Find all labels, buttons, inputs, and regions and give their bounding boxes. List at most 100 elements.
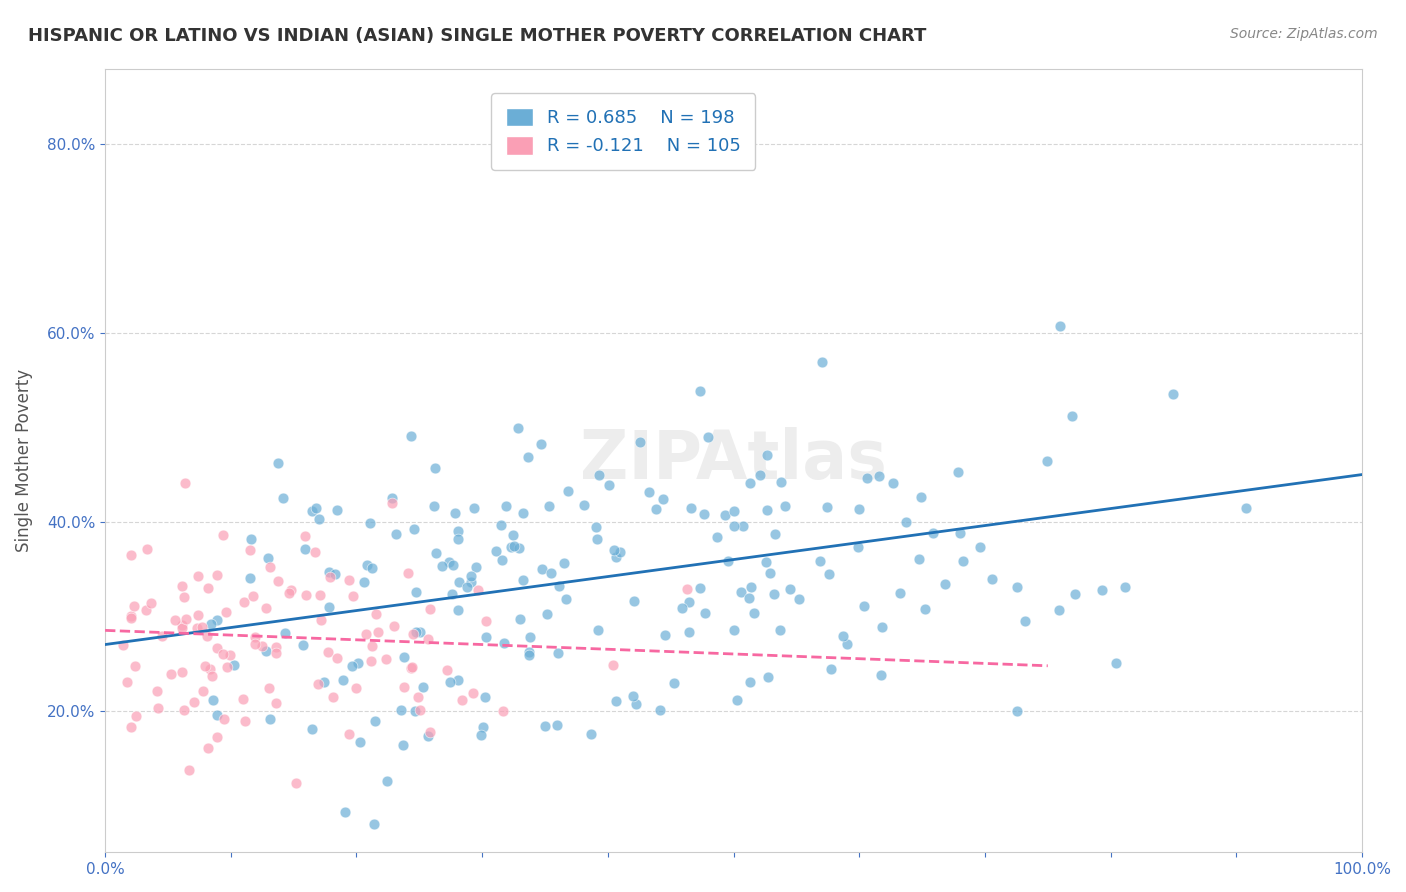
Point [723, 504, 745, 518]
Point [914, 602, 936, 616]
Point [502, 528, 524, 542]
Point [730, 585, 752, 599]
Point [503, 539, 526, 553]
Point [654, 628, 676, 642]
Point [755, 448, 778, 462]
Y-axis label: Single Mother Poverty: Single Mother Poverty [15, 368, 32, 552]
Point [855, 471, 877, 485]
Point [837, 637, 859, 651]
Point [381, 491, 404, 505]
Point [308, 512, 330, 526]
Point [419, 602, 441, 616]
Point [305, 501, 328, 516]
Point [436, 663, 458, 677]
Point [555, 592, 578, 607]
Point [170, 621, 193, 635]
Point [319, 570, 342, 584]
Point [120, 611, 142, 625]
Point [294, 529, 316, 543]
Point [120, 720, 142, 734]
Point [491, 553, 513, 567]
Point [239, 571, 262, 585]
Point [233, 595, 256, 609]
Point [623, 594, 645, 608]
Point [266, 574, 288, 588]
Point [233, 714, 256, 729]
Point [172, 579, 194, 593]
Point [375, 652, 398, 666]
Point [363, 817, 385, 831]
Point [194, 659, 217, 673]
Point [382, 619, 405, 633]
Point [693, 607, 716, 621]
Point [360, 654, 382, 668]
Point [671, 601, 693, 615]
Point [125, 709, 148, 723]
Point [218, 648, 240, 663]
Point [187, 569, 209, 583]
Point [340, 659, 363, 673]
Point [266, 696, 288, 710]
Point [980, 573, 1002, 587]
Point [323, 566, 346, 581]
Point [439, 675, 461, 690]
Point [485, 543, 508, 558]
Point [910, 490, 932, 504]
Point [733, 518, 755, 533]
Point [432, 558, 454, 573]
Point [391, 738, 413, 752]
Point [399, 661, 422, 675]
Point [124, 659, 146, 673]
Point [846, 541, 869, 555]
Point [274, 626, 297, 640]
Point [215, 659, 238, 673]
Point [512, 506, 534, 520]
Point [460, 569, 482, 583]
Point [810, 554, 832, 568]
Point [769, 623, 792, 637]
Point [222, 657, 245, 672]
Point [349, 734, 371, 748]
Point [463, 500, 485, 515]
Point [475, 630, 498, 644]
Point [205, 730, 228, 744]
Point [516, 450, 538, 465]
Point [536, 607, 558, 622]
Point [318, 599, 340, 614]
Point [307, 677, 329, 691]
Point [401, 429, 423, 443]
Point [815, 500, 838, 514]
Point [342, 590, 364, 604]
Point [605, 549, 627, 564]
Point [1049, 319, 1071, 334]
Point [200, 668, 222, 682]
Point [309, 613, 332, 627]
Point [361, 639, 384, 653]
Point [1047, 603, 1070, 617]
Point [678, 595, 700, 609]
Point [579, 727, 602, 741]
Point [624, 697, 647, 711]
Point [239, 533, 262, 547]
Point [512, 573, 534, 587]
Point [398, 566, 420, 580]
Point [333, 805, 356, 819]
Point [602, 657, 624, 672]
Point [531, 562, 554, 576]
Point [243, 630, 266, 644]
Point [1014, 614, 1036, 628]
Point [359, 516, 381, 531]
Point [174, 612, 197, 626]
Point [1105, 656, 1128, 670]
Point [197, 629, 219, 643]
Point [501, 540, 523, 554]
Point [111, 638, 134, 652]
Point [474, 690, 496, 704]
Point [676, 582, 699, 596]
Point [179, 763, 201, 777]
Point [197, 581, 219, 595]
Point [463, 686, 485, 700]
Point [405, 584, 427, 599]
Point [770, 475, 793, 489]
Point [385, 527, 408, 541]
